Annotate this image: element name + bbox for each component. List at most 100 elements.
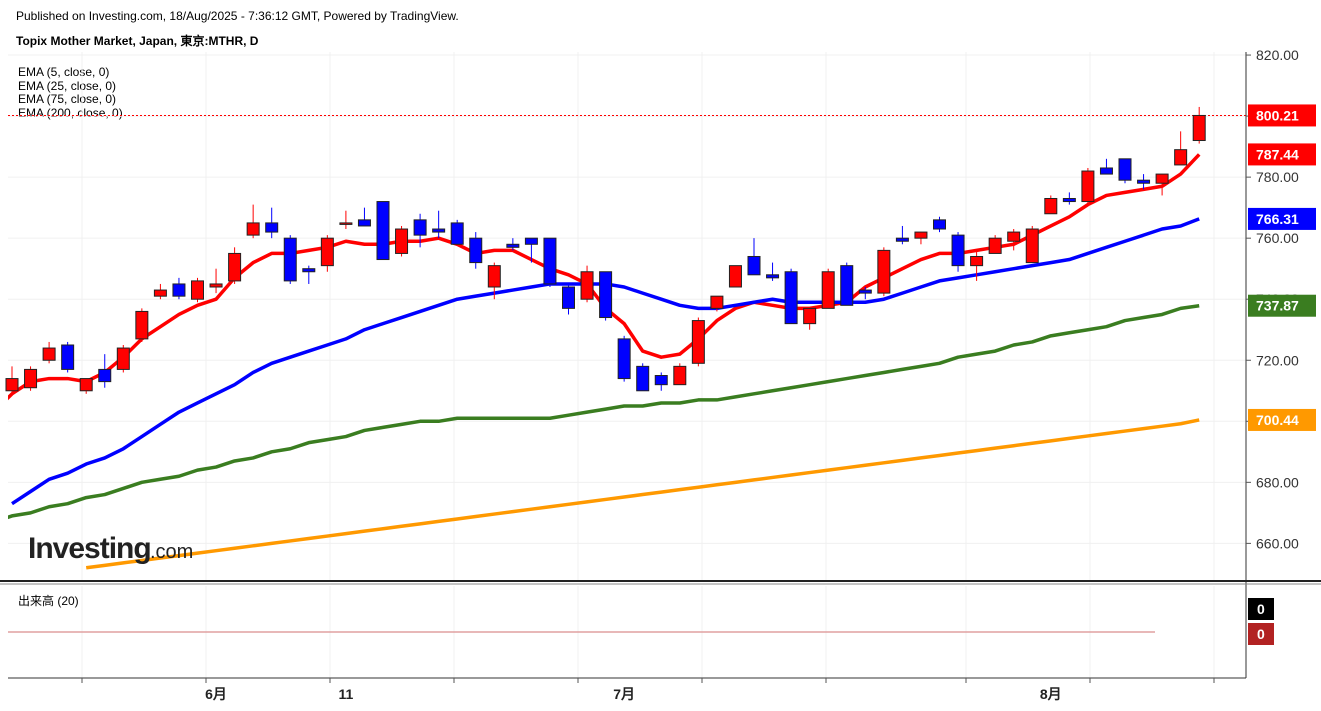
candle-body (1137, 179, 1151, 184)
x-tick-label: 11 (338, 686, 353, 702)
ema-series (8, 153, 1201, 570)
legend-ema-25[interactable]: EMA (25, close, 0) (18, 78, 117, 93)
price-tag-label: 787.44 (1256, 146, 1299, 162)
candle-body (209, 283, 223, 288)
price-tag (1248, 143, 1316, 166)
candle-body (265, 222, 279, 233)
candle-body (803, 307, 817, 325)
candle-body (376, 201, 390, 261)
candle-body (710, 295, 724, 309)
price-tag (1248, 408, 1316, 431)
ema-line-1 (11, 217, 1200, 506)
candle-body (562, 286, 575, 309)
candle-body (357, 219, 371, 227)
volume-tag-label: 0 (1257, 626, 1265, 642)
candle-body (988, 237, 1002, 254)
candle-body (79, 378, 93, 392)
investing-logo: Investing .com (28, 532, 193, 565)
candle-body (191, 280, 204, 300)
volume-tag (1248, 598, 1274, 620)
candle-body (172, 283, 186, 297)
candle-body (395, 228, 409, 254)
candle-body (228, 252, 242, 282)
candle-body (784, 271, 798, 325)
candle-body (98, 368, 112, 383)
time-axis[interactable]: 6月 11 7月 8月 (81, 678, 1215, 702)
legend-ema-5[interactable]: EMA (5, close, 0) (18, 65, 110, 79)
price-tag (1248, 294, 1316, 317)
price-tag-label: 766.31 (1256, 211, 1299, 227)
candle-body (246, 222, 260, 236)
grid (8, 52, 1246, 678)
candle-body (673, 365, 687, 386)
price-tag-label: 800.21 (1256, 107, 1299, 123)
candle-body (1155, 173, 1169, 184)
candle-body (1099, 167, 1113, 175)
legend-ema-75[interactable]: EMA (75, close, 0) (18, 92, 117, 106)
candle-body (766, 274, 780, 279)
candle-body (933, 219, 946, 230)
candle-body (951, 234, 965, 267)
x-tick-label: 6月 (205, 686, 227, 702)
candle-body (5, 378, 19, 392)
symbol-title: Topix Mother Market, Japan, 東京:MTHR, D (16, 34, 259, 48)
candle-body (432, 228, 446, 233)
candle-body (728, 265, 742, 288)
candle-body (970, 255, 984, 267)
candle-body (1118, 158, 1132, 181)
candle-body (450, 222, 464, 245)
candle-body (691, 320, 705, 364)
candles (5, 106, 1206, 394)
candle-body (858, 289, 872, 294)
candle-body (1081, 170, 1095, 203)
x-tick-label: 7月 (613, 686, 635, 702)
y-tick-label: 820.00 (1256, 47, 1299, 63)
y-tick-label: 680.00 (1256, 474, 1299, 490)
candle-body (413, 219, 427, 236)
y-tick-label: 760.00 (1256, 230, 1299, 246)
y-tick-label: 780.00 (1256, 169, 1299, 185)
candle-body (153, 289, 167, 297)
candle-body (61, 344, 75, 370)
price-axis[interactable]: 820.00800.00780.00760.00740.00720.00700.… (1246, 47, 1316, 645)
candle-body (877, 249, 891, 294)
candle-body (821, 271, 835, 309)
candle-body (42, 347, 56, 361)
candle-body (914, 231, 928, 239)
volume-tag-label: 0 (1257, 601, 1265, 617)
candle-body (1062, 197, 1076, 203)
volume-legend[interactable]: 出来高 (20) (18, 594, 79, 608)
candle-body (524, 237, 538, 245)
volume-tag (1248, 623, 1274, 645)
published-caption: Published on Investing.com, 18/Aug/2025 … (16, 9, 459, 23)
candle-body (617, 338, 631, 380)
price-tag (1248, 207, 1316, 230)
candle-body (1192, 114, 1206, 142)
candle-body (24, 368, 38, 389)
candle-body (747, 255, 761, 276)
candle-body (636, 365, 650, 392)
candle-body (487, 265, 501, 288)
ema-line-2 (8, 303, 1200, 520)
candle-body (302, 268, 316, 273)
candle-body (654, 375, 668, 386)
candle-body (1007, 231, 1021, 242)
candle-body (580, 271, 594, 300)
candle-body (1025, 228, 1039, 264)
price-tag (1248, 104, 1316, 127)
candle-body (506, 243, 520, 248)
candle-body (1174, 149, 1188, 166)
ema-line-3 (85, 418, 1200, 570)
chart-frame (0, 52, 1321, 679)
candle-body (543, 237, 557, 285)
y-tick-label: 720.00 (1256, 352, 1299, 368)
logo-main-text: Investing (28, 532, 151, 565)
candle-body (116, 347, 130, 370)
candle-body (599, 271, 613, 319)
price-tag-label: 700.44 (1256, 412, 1299, 428)
candle-body (895, 237, 909, 242)
candle-body (840, 265, 854, 306)
logo-suffix-text: .com (150, 541, 193, 563)
candle-body (469, 237, 483, 264)
